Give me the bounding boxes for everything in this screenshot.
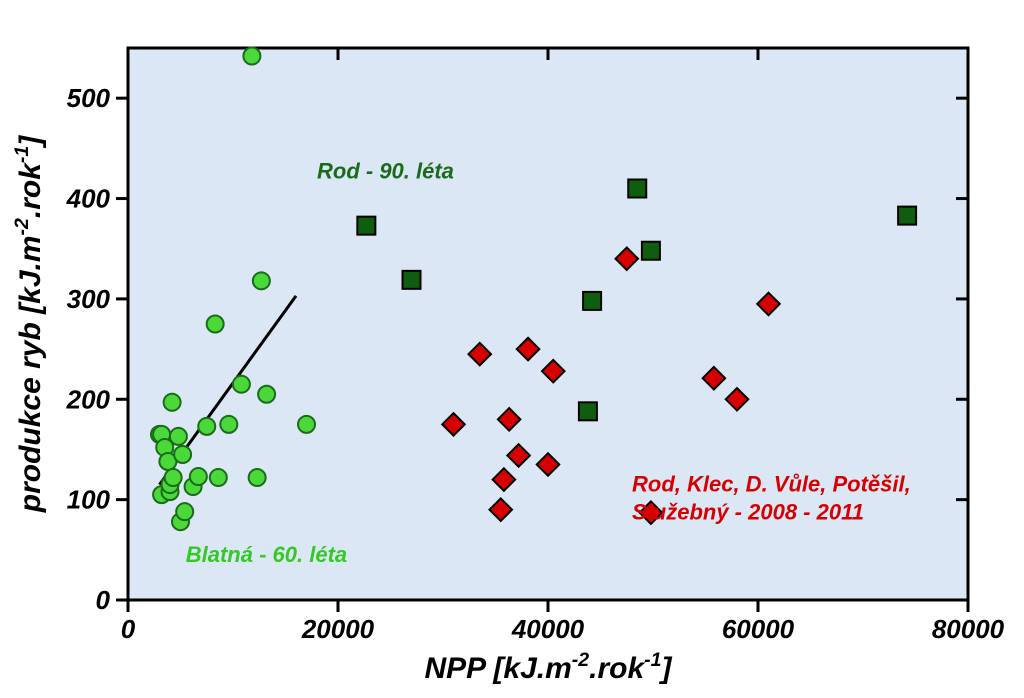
point-blatna-60 xyxy=(176,503,193,520)
point-rod-90 xyxy=(642,242,660,260)
x-axis-title: NPP [kJ.m-2.rok-1] xyxy=(425,649,673,685)
svg-text:500: 500 xyxy=(67,83,111,113)
series-label: Služebný - 2008 - 2011 xyxy=(632,500,864,525)
point-rod-90 xyxy=(579,402,597,420)
svg-text:200: 200 xyxy=(66,384,111,414)
series-label: Rod, Klec, D. Vůle, Potěšil, xyxy=(632,472,911,497)
svg-text:20000: 20000 xyxy=(301,614,375,644)
point-rod-90 xyxy=(357,217,375,235)
y-axis-title: produkce ryb [kJ.m-2.rok-1] xyxy=(11,135,47,513)
point-rod-90 xyxy=(628,180,646,198)
point-blatna-60 xyxy=(190,468,207,485)
point-blatna-60 xyxy=(210,469,227,486)
point-blatna-60 xyxy=(298,416,315,433)
point-blatna-60 xyxy=(233,376,250,393)
point-blatna-60 xyxy=(170,428,187,445)
svg-text:0: 0 xyxy=(96,585,111,615)
svg-text:40000: 40000 xyxy=(511,614,585,644)
point-rod-90 xyxy=(898,207,916,225)
point-blatna-60 xyxy=(253,272,270,289)
svg-text:100: 100 xyxy=(67,485,111,515)
svg-text:80000: 80000 xyxy=(932,614,1005,644)
series-label: Blatná - 60. léta xyxy=(186,542,347,567)
point-blatna-60 xyxy=(207,316,224,333)
point-blatna-60 xyxy=(243,48,260,65)
point-blatna-60 xyxy=(198,418,215,435)
point-blatna-60 xyxy=(258,386,275,403)
point-blatna-60 xyxy=(165,469,182,486)
point-blatna-60 xyxy=(220,416,237,433)
point-blatna-60 xyxy=(249,469,266,486)
svg-text:300: 300 xyxy=(67,284,111,314)
svg-text:0: 0 xyxy=(121,614,136,644)
series-label: Rod - 90. léta xyxy=(317,158,454,183)
point-rod-90 xyxy=(583,292,601,310)
scatter-chart: 0 20000 40000 60000 80000 0 100 200 300 400 500 Bla… xyxy=(0,0,1024,698)
point-blatna-60 xyxy=(174,446,191,463)
svg-text:60000: 60000 xyxy=(722,614,795,644)
chart-svg: 0 20000 40000 60000 80000 0 100 200 300 400 500 Bla… xyxy=(0,0,1024,698)
point-rod-90 xyxy=(403,271,421,289)
point-blatna-60 xyxy=(164,394,181,411)
svg-text:400: 400 xyxy=(66,184,111,214)
